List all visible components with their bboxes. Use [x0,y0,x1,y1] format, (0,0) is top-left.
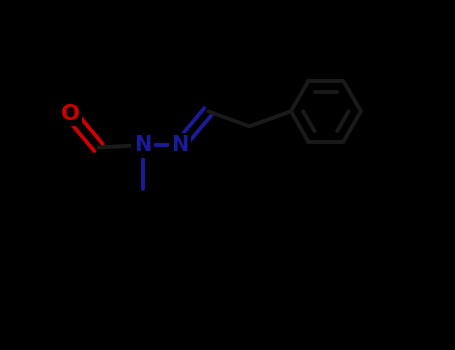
Text: N: N [171,135,188,155]
Text: N: N [134,135,151,155]
Text: O: O [61,104,80,124]
